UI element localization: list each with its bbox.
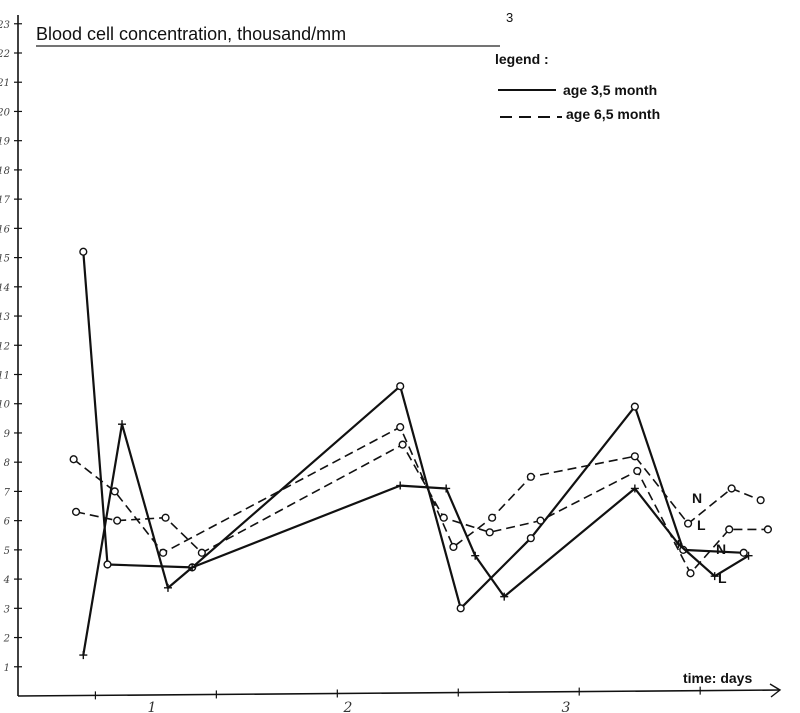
point-1-2: [163, 583, 172, 592]
y-tick-label-16: 16: [0, 224, 11, 235]
axes: 1234567891011121314151617181920212223123: [0, 15, 782, 713]
point-3-4: [398, 440, 407, 449]
series-2-n-dashed: [69, 423, 765, 557]
y-tick-label-9: 9: [4, 429, 11, 440]
end-label-n-lower: N: [716, 541, 726, 557]
series-line-3: [75, 443, 768, 575]
y-tick-label-10: 10: [0, 400, 11, 411]
end-label-l-lower: L: [718, 570, 727, 586]
chart-title: Blood cell concentration, thousand/mm: [36, 24, 346, 44]
y-tick-label-5: 5: [4, 546, 10, 557]
point-3-8: [633, 466, 642, 476]
point-2-8: [683, 519, 693, 528]
y-tick-label-1: 1: [4, 663, 10, 674]
point-0-0: [79, 247, 88, 256]
point-3-3: [197, 548, 206, 557]
point-3-10: [725, 525, 734, 534]
y-tick-label-15: 15: [0, 254, 10, 265]
series-line-1: [82, 423, 750, 656]
point-2-3: [396, 423, 405, 432]
point-1-7: [500, 592, 509, 601]
y-tick-label-4: 4: [3, 575, 10, 586]
point-1-0: [79, 651, 88, 660]
point-3-7: [536, 516, 545, 525]
point-2-1: [110, 487, 119, 496]
point-2-7: [630, 452, 639, 461]
y-tick-label-12: 12: [0, 341, 10, 352]
y-tick-label-8: 8: [4, 458, 10, 469]
y-tick-label-19: 19: [0, 137, 11, 148]
y-tick-label-23: 23: [0, 20, 10, 31]
series-1-l-solid: [79, 420, 753, 660]
y-tick-label-22: 22: [0, 49, 10, 60]
point-2-2: [159, 548, 168, 557]
series-line-0: [82, 251, 744, 610]
y-tick-label-7: 7: [4, 487, 11, 498]
point-0-4: [456, 604, 465, 613]
point-2-9: [727, 484, 736, 493]
legend: legend : age 3,5 month age 6,5 month: [495, 51, 660, 122]
x-tick-label-2: 2: [343, 700, 353, 713]
end-label-n-upper: N: [692, 490, 702, 506]
point-0-1: [103, 560, 112, 569]
point-2-10: [756, 496, 765, 505]
x-axis-line: [17, 689, 781, 697]
end-label-l-upper: L: [697, 517, 706, 533]
point-0-8: [739, 548, 748, 557]
x-axis-arrow: [769, 683, 782, 698]
end-labels: N L N L: [692, 490, 727, 586]
series-3-l-dashed: [71, 440, 773, 578]
x-tick-label-3: 3: [562, 700, 571, 713]
y-tick-label-13: 13: [0, 312, 10, 323]
point-0-6: [630, 402, 639, 411]
point-1-5: [442, 484, 451, 493]
point-1-8: [630, 484, 639, 493]
point-0-3: [396, 382, 405, 391]
point-3-11: [763, 525, 773, 534]
y-tick-label-20: 20: [0, 107, 11, 118]
point-2-4: [449, 542, 458, 552]
point-3-2: [161, 513, 170, 522]
y-tick-label-11: 11: [0, 370, 10, 381]
point-3-9: [686, 569, 695, 578]
point-2-0: [69, 455, 78, 464]
legend-label-dashed: age 6,5 month: [566, 106, 660, 122]
y-tick-label-6: 6: [4, 517, 11, 528]
point-1-6: [471, 551, 480, 560]
point-1-4: [396, 481, 405, 490]
point-3-6: [485, 528, 494, 537]
point-1-11: [744, 551, 753, 560]
series-0-n-solid: [79, 247, 748, 613]
point-1-1: [118, 420, 127, 429]
point-0-5: [526, 534, 535, 543]
y-tick-label-17: 17: [0, 195, 11, 206]
title-superscript: 3: [506, 10, 513, 25]
point-2-5: [488, 513, 497, 522]
point-2-6: [526, 472, 535, 481]
legend-title: legend :: [495, 51, 549, 67]
point-3-0: [71, 507, 81, 516]
y-tick-label-2: 2: [3, 634, 10, 645]
point-3-5: [439, 513, 448, 522]
series-layer: [69, 247, 773, 660]
x-axis-label: time: days: [683, 670, 752, 686]
point-3-1: [113, 516, 122, 525]
y-tick-label-21: 21: [0, 78, 10, 89]
y-tick-label-14: 14: [0, 283, 10, 294]
y-tick-label-3: 3: [4, 604, 10, 615]
y-tick-label-18: 18: [0, 166, 10, 177]
legend-label-solid: age 3,5 month: [563, 82, 657, 98]
point-1-3: [188, 563, 197, 572]
x-tick-label-1: 1: [148, 700, 157, 713]
point-1-10: [710, 572, 719, 581]
